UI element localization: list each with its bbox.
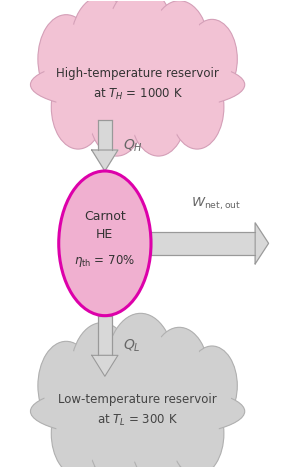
- Circle shape: [71, 322, 133, 421]
- Text: Carnot: Carnot: [84, 210, 126, 223]
- Circle shape: [150, 0, 209, 94]
- Circle shape: [38, 341, 94, 430]
- Bar: [98, 315, 112, 355]
- Circle shape: [175, 73, 219, 141]
- Text: $W_{\mathrm{net,out}}$: $W_{\mathrm{net,out}}$: [191, 195, 241, 212]
- Circle shape: [112, 0, 169, 84]
- Circle shape: [170, 392, 224, 468]
- Circle shape: [76, 331, 127, 412]
- Circle shape: [51, 392, 105, 468]
- Circle shape: [130, 394, 187, 468]
- Bar: [98, 120, 112, 150]
- Circle shape: [71, 322, 133, 421]
- Text: High-temperature reservoir: High-temperature reservoir: [56, 66, 219, 80]
- Text: Low-temperature reservoir: Low-temperature reservoir: [58, 393, 217, 406]
- Bar: [151, 232, 255, 255]
- Circle shape: [106, 313, 175, 421]
- Polygon shape: [92, 355, 118, 376]
- Circle shape: [38, 341, 94, 430]
- Circle shape: [94, 75, 140, 148]
- Circle shape: [130, 67, 187, 156]
- Circle shape: [94, 402, 140, 468]
- Circle shape: [130, 67, 187, 156]
- Circle shape: [51, 392, 105, 468]
- Circle shape: [51, 65, 105, 149]
- Ellipse shape: [30, 58, 245, 111]
- Circle shape: [187, 19, 237, 99]
- Circle shape: [170, 65, 224, 149]
- Circle shape: [89, 67, 145, 156]
- Circle shape: [51, 65, 105, 149]
- Circle shape: [187, 19, 237, 99]
- Circle shape: [71, 0, 133, 94]
- Circle shape: [155, 9, 204, 86]
- Ellipse shape: [33, 61, 242, 108]
- Circle shape: [130, 394, 187, 468]
- Circle shape: [71, 0, 133, 94]
- Circle shape: [43, 349, 89, 422]
- Circle shape: [191, 27, 233, 92]
- Circle shape: [135, 75, 181, 148]
- Circle shape: [150, 327, 209, 421]
- Text: $Q_H$: $Q_H$: [123, 137, 143, 154]
- Text: at $T_L$ = 300 K: at $T_L$ = 300 K: [97, 413, 178, 428]
- Text: at $T_H$ = 1000 K: at $T_H$ = 1000 K: [93, 87, 183, 102]
- Circle shape: [187, 346, 237, 425]
- Polygon shape: [255, 223, 269, 264]
- Circle shape: [170, 392, 224, 468]
- Circle shape: [59, 171, 151, 315]
- Ellipse shape: [30, 385, 245, 438]
- Ellipse shape: [36, 390, 239, 432]
- Circle shape: [155, 336, 204, 412]
- Circle shape: [38, 15, 94, 103]
- Circle shape: [76, 5, 127, 85]
- Circle shape: [175, 399, 219, 468]
- Circle shape: [187, 346, 237, 425]
- Ellipse shape: [30, 58, 245, 111]
- Circle shape: [43, 22, 89, 95]
- Circle shape: [56, 399, 100, 468]
- Text: $\eta_{\mathrm{th}}$ = 70%: $\eta_{\mathrm{th}}$ = 70%: [74, 253, 135, 269]
- Ellipse shape: [33, 388, 242, 435]
- Circle shape: [150, 327, 209, 421]
- Polygon shape: [92, 150, 118, 171]
- Circle shape: [38, 15, 94, 103]
- Circle shape: [89, 67, 145, 156]
- Circle shape: [191, 353, 233, 418]
- Circle shape: [135, 402, 181, 468]
- Text: HE: HE: [96, 228, 114, 241]
- Circle shape: [112, 323, 169, 411]
- Circle shape: [89, 394, 145, 468]
- Ellipse shape: [30, 385, 245, 438]
- Circle shape: [106, 313, 175, 421]
- Text: $Q_L$: $Q_L$: [123, 338, 141, 354]
- Circle shape: [170, 65, 224, 149]
- Circle shape: [106, 0, 175, 94]
- Circle shape: [150, 0, 209, 94]
- Circle shape: [89, 394, 145, 468]
- Ellipse shape: [36, 64, 239, 106]
- Circle shape: [106, 0, 175, 94]
- Circle shape: [56, 73, 100, 141]
